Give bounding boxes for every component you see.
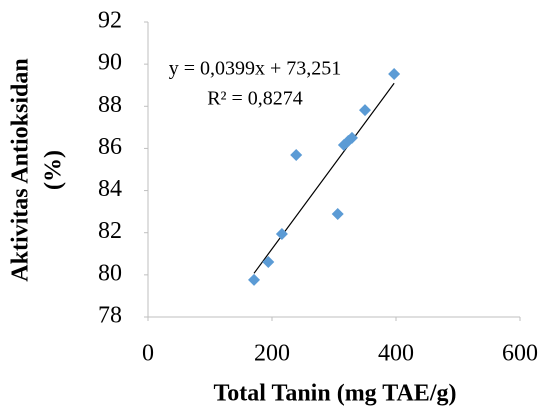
trendline xyxy=(253,82,395,274)
x-tick-label: 0 xyxy=(142,341,154,367)
point xyxy=(262,256,275,269)
trendline-equation: y = 0,0399x + 73,251 xyxy=(169,58,342,80)
y-tick-label: 88 xyxy=(98,92,122,118)
point xyxy=(331,207,344,220)
x-tick-label: 400 xyxy=(378,341,414,367)
y-tick-label: 86 xyxy=(98,134,122,160)
x-tick-label: 200 xyxy=(254,341,290,367)
y-tick-label: 82 xyxy=(98,218,122,244)
y-tick-label: 84 xyxy=(98,176,122,202)
point xyxy=(345,131,358,144)
y-axis-title: Aktivitas Antioksidan xyxy=(8,58,34,281)
point xyxy=(359,104,371,117)
x-tick-label: 600 xyxy=(502,341,538,367)
y-axis-title: (%) xyxy=(41,150,67,190)
point xyxy=(275,227,288,240)
x-axis-title: Total Tanin (mg TAE/g) xyxy=(214,381,457,407)
trendline-r2: R² = 0,8274 xyxy=(207,88,303,110)
point xyxy=(248,273,261,286)
y-tick-label: 92 xyxy=(98,8,122,34)
y-tick-label: 90 xyxy=(98,50,122,76)
y-tick-label: 78 xyxy=(98,303,122,329)
y-tick-label: 80 xyxy=(98,260,122,286)
point xyxy=(290,148,303,161)
point xyxy=(388,68,401,81)
